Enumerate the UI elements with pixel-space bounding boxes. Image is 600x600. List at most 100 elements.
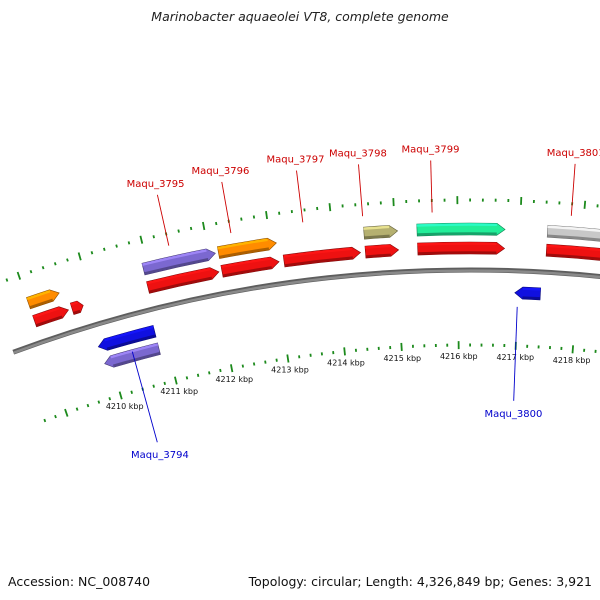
feature-body: [97, 325, 157, 351]
feature-shadow: [365, 253, 391, 258]
reverse-minor-tick: [86, 403, 90, 408]
forward-major-tick: [265, 210, 268, 220]
reverse-minor-tick: [43, 418, 47, 423]
forward-minor-tick: [240, 217, 243, 221]
gene-label[interactable]: Maqu_3800: [484, 409, 542, 420]
reverse-minor-tick: [152, 384, 155, 388]
feature-highlight: [547, 225, 600, 233]
accession-text: Accession: NC_008740: [8, 574, 151, 589]
feature-khaki-forward[interactable]: [363, 225, 399, 240]
feature-purple-reverse[interactable]: [104, 342, 161, 368]
feature-blue-reverse[interactable]: [97, 325, 157, 351]
feature-teal-forward[interactable]: [416, 222, 506, 237]
feature-cds-forward[interactable]: [545, 243, 600, 262]
tick-label: 4213 kbp: [271, 365, 309, 374]
feature-shadow: [106, 334, 156, 351]
reverse-minor-tick: [185, 376, 189, 380]
gene-label[interactable]: Maqu_3801: [547, 148, 600, 159]
gene-label[interactable]: Maqu_3799: [402, 145, 460, 156]
feature-gray-forward[interactable]: [546, 224, 600, 243]
feature-shadow: [73, 309, 81, 315]
feature-highlight: [26, 290, 51, 301]
feature-highlight: [220, 257, 271, 269]
gene-label-leader: [131, 351, 158, 443]
feature-highlight: [70, 301, 78, 306]
forward-minor-tick: [177, 229, 180, 233]
feature-cds-forward[interactable]: [417, 241, 506, 256]
feature-highlight: [283, 247, 353, 258]
feature-highlight: [104, 325, 154, 342]
forward-minor-tick: [115, 244, 118, 248]
feature-shadow: [364, 234, 390, 239]
forward-minor-tick: [103, 247, 106, 252]
tick-label: 4211 kbp: [160, 387, 198, 396]
tick-label: 4214 kbp: [327, 358, 365, 367]
gene-label[interactable]: Maqu_3797: [267, 155, 325, 166]
feature-shadow: [284, 256, 353, 267]
feature-highlight: [141, 249, 207, 266]
gene-label-leader: [296, 170, 304, 223]
reverse-major-tick: [343, 347, 346, 356]
reverse-minor-tick: [208, 371, 211, 375]
feature-body: [26, 289, 60, 310]
feature-highlight: [364, 244, 391, 249]
forward-minor-tick: [41, 265, 45, 270]
forward-major-tick: [16, 271, 22, 280]
reverse-major-tick: [286, 354, 290, 363]
forward-minor-tick: [66, 258, 69, 262]
gene-label-leader: [358, 164, 364, 217]
feature-cds-forward[interactable]: [364, 244, 400, 259]
feature-highlight: [416, 223, 497, 227]
feature-highlight: [363, 225, 390, 230]
gene-label-leader: [513, 306, 518, 401]
forward-major-tick: [77, 252, 82, 261]
feature-shadow: [417, 251, 497, 255]
gene-label-leader: [156, 194, 170, 246]
feature-cds-forward[interactable]: [69, 300, 84, 315]
feature-highlight: [546, 244, 600, 252]
feature-shadow: [144, 257, 209, 275]
reverse-minor-tick: [108, 397, 112, 401]
feature-body: [32, 306, 70, 328]
forward-minor-tick: [152, 235, 155, 239]
feature-shadow: [547, 234, 600, 242]
forward-minor-tick: [90, 251, 94, 255]
feature-blue-reverse[interactable]: [514, 286, 542, 301]
gene-label[interactable]: Maqu_3794: [131, 450, 189, 461]
reverse-minor-tick: [275, 358, 278, 362]
feature-purple-forward[interactable]: [141, 248, 216, 276]
feature-shadow: [417, 232, 497, 236]
forward-minor-tick: [252, 215, 256, 219]
gene-label-leader: [570, 163, 576, 216]
feature-shadow: [29, 298, 54, 309]
backbone-line: [13, 269, 600, 354]
tick-label: 4216 kbp: [440, 352, 478, 361]
gene-label[interactable]: Maqu_3796: [191, 166, 249, 177]
feature-shadow: [219, 247, 270, 259]
forward-minor-tick: [53, 262, 57, 266]
feature-cds-forward[interactable]: [32, 306, 70, 328]
reverse-major-tick: [118, 391, 123, 400]
reverse-minor-tick: [130, 390, 133, 394]
reverse-minor-tick: [219, 368, 222, 373]
feature-cds-forward[interactable]: [146, 267, 220, 294]
tick-label: 4218 kbp: [553, 356, 591, 365]
feature-cds-forward[interactable]: [220, 256, 280, 278]
gene-label[interactable]: Maqu_3798: [329, 148, 387, 159]
map-title: Marinobacter aquaeolei VT8, complete gen…: [151, 9, 449, 24]
feature-orange-forward[interactable]: [216, 237, 277, 259]
feature-track: [26, 222, 600, 368]
reverse-minor-tick: [75, 407, 79, 411]
gene-label[interactable]: Maqu_3795: [127, 179, 185, 190]
feature-cds-forward[interactable]: [282, 246, 362, 268]
forward-minor-tick: [215, 221, 218, 226]
gene-label-leader: [221, 181, 232, 234]
reverse-minor-tick: [264, 360, 267, 364]
feature-shadow: [148, 276, 213, 294]
feature-highlight: [146, 267, 211, 285]
forward-minor-tick: [189, 226, 193, 231]
feature-highlight: [522, 287, 541, 291]
reverse-major-tick: [230, 364, 234, 373]
feature-orange-forward[interactable]: [26, 289, 60, 310]
